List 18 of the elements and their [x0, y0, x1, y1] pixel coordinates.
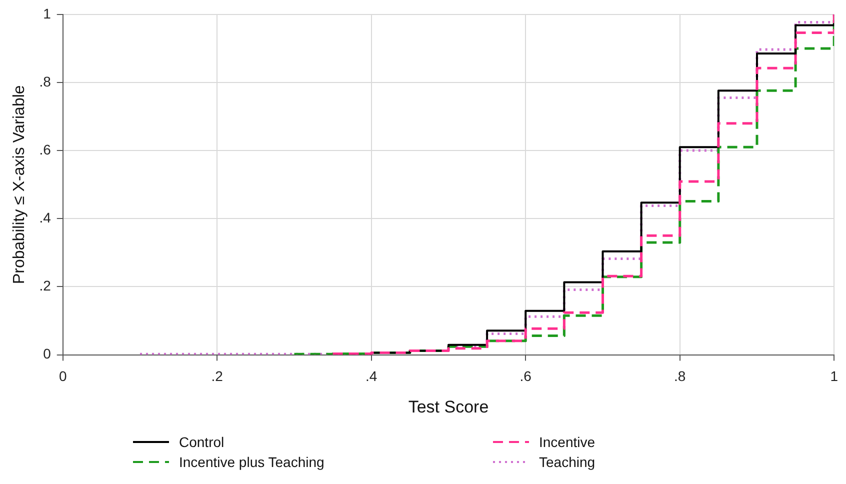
y-tick-label: .2: [39, 278, 52, 294]
x-tick-label: .4: [366, 368, 378, 384]
y-tick-label: .4: [39, 210, 52, 226]
legend-label: Teaching: [539, 454, 596, 470]
legend-label: Control: [179, 434, 224, 450]
legend-label: Incentive plus Teaching: [179, 454, 324, 470]
y-tick-label: .6: [39, 141, 52, 158]
x-tick-label: 0: [58, 368, 67, 384]
y-tick-label: 1: [43, 5, 52, 22]
x-tick-label: 1: [830, 368, 838, 384]
x-tick-label: .2: [211, 368, 224, 384]
x-tick-label: .6: [520, 368, 532, 384]
x-axis-title: Test Score: [408, 397, 489, 416]
x-tick-label: .8: [674, 368, 686, 384]
y-tick-label: 0: [43, 346, 52, 362]
y-axis-title: Probability ≤ X-axis Variable: [11, 85, 28, 284]
legend-label: Incentive: [539, 434, 596, 450]
y-tick-label: .8: [39, 73, 52, 90]
